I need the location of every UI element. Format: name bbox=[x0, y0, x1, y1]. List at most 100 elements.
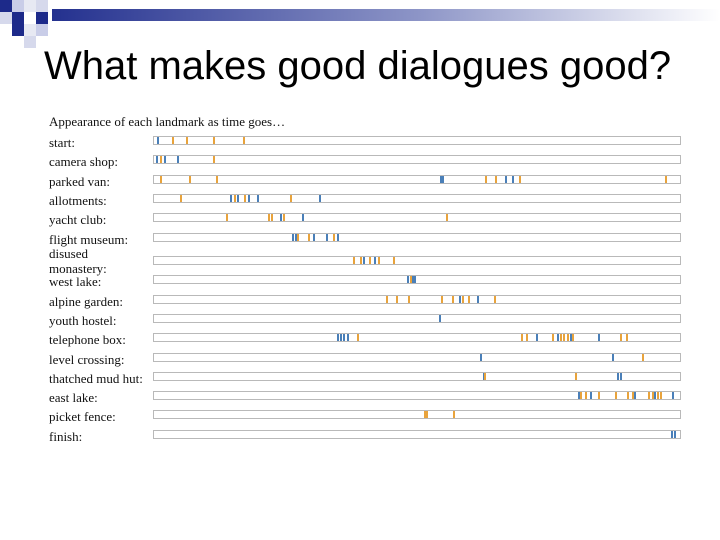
timeline-track-east-lake bbox=[153, 391, 681, 401]
appearance-tick bbox=[340, 334, 342, 342]
title-decoration bbox=[0, 0, 720, 48]
appearance-tick bbox=[452, 295, 454, 303]
appearance-tick bbox=[295, 233, 297, 241]
landmark-label-parked-van: parked van: bbox=[49, 173, 111, 189]
appearance-tick bbox=[660, 392, 662, 400]
appearance-tick bbox=[572, 334, 574, 342]
appearance-tick bbox=[627, 392, 629, 400]
appearance-tick bbox=[268, 214, 270, 222]
appearance-tick bbox=[585, 392, 587, 400]
appearance-tick bbox=[347, 334, 349, 342]
timeline-track-finish bbox=[153, 429, 681, 439]
appearance-tick bbox=[477, 295, 479, 303]
appearance-tick bbox=[319, 194, 321, 202]
appearance-tick bbox=[360, 256, 362, 264]
landmark-label-thatched-mud-hut: thatched mud hut: bbox=[49, 370, 143, 386]
appearance-tick bbox=[157, 137, 159, 144]
timeline-track-disused-monastery bbox=[153, 255, 681, 265]
landmark-label-alpine-garden: alpine garden: bbox=[49, 293, 123, 309]
figure-heading: Appearance of each landmark as time goes… bbox=[49, 114, 286, 129]
appearance-tick bbox=[357, 334, 359, 342]
appearance-tick bbox=[290, 194, 292, 202]
appearance-tick bbox=[620, 372, 622, 380]
appearance-tick bbox=[393, 256, 395, 264]
appearance-tick bbox=[396, 295, 398, 303]
appearance-tick bbox=[257, 194, 259, 202]
appearance-tick bbox=[237, 194, 239, 202]
timeline-track-flight-museum bbox=[153, 232, 681, 242]
appearance-tick bbox=[292, 233, 294, 241]
appearance-tick bbox=[213, 156, 215, 164]
appearance-tick bbox=[674, 430, 676, 438]
appearance-tick bbox=[459, 295, 461, 303]
appearance-tick bbox=[343, 334, 345, 342]
appearance-tick bbox=[671, 430, 673, 438]
appearance-tick bbox=[590, 392, 592, 400]
appearance-tick bbox=[557, 334, 559, 342]
appearance-tick bbox=[369, 256, 371, 264]
appearance-tick bbox=[410, 276, 412, 284]
landmark-label-line: monastery: bbox=[49, 260, 107, 276]
appearance-tick bbox=[495, 175, 497, 183]
timeline-track-camera-shop bbox=[153, 155, 681, 165]
appearance-tick bbox=[374, 256, 376, 264]
appearance-tick bbox=[156, 156, 158, 164]
appearance-tick bbox=[164, 156, 166, 164]
appearance-tick bbox=[326, 233, 328, 241]
appearance-tick bbox=[297, 233, 299, 241]
landmark-label-disused-monastery: disused monastery: bbox=[49, 246, 107, 276]
appearance-tick bbox=[453, 411, 455, 419]
appearance-tick bbox=[248, 194, 250, 202]
landmark-label-picket-fence: picket fence: bbox=[49, 409, 116, 425]
appearance-tick bbox=[386, 295, 388, 303]
appearance-tick bbox=[271, 214, 273, 222]
appearance-tick bbox=[612, 353, 614, 361]
landmark-label-camera-shop: camera shop: bbox=[49, 154, 118, 170]
landmark-label-yacht-club: yacht club: bbox=[49, 212, 107, 228]
appearance-tick bbox=[160, 175, 162, 183]
appearance-tick bbox=[302, 214, 304, 222]
appearance-tick bbox=[563, 334, 565, 342]
appearance-tick bbox=[243, 137, 245, 144]
appearance-tick bbox=[615, 392, 617, 400]
appearance-tick bbox=[407, 276, 409, 284]
appearance-tick bbox=[552, 334, 554, 342]
appearance-tick bbox=[363, 256, 365, 264]
appearance-tick bbox=[657, 392, 659, 400]
appearance-tick bbox=[177, 156, 179, 164]
timeline-track-telephone-box bbox=[153, 333, 681, 343]
timeline-track-start bbox=[153, 136, 681, 145]
timeline-track-thatched-mud-hut bbox=[153, 371, 681, 381]
landmark-label-level-crossing: level crossing: bbox=[49, 351, 125, 367]
appearance-tick bbox=[408, 295, 410, 303]
appearance-tick bbox=[652, 392, 654, 400]
landmark-label-youth-hostel: youth hostel: bbox=[49, 312, 117, 328]
appearance-tick bbox=[598, 392, 600, 400]
timeline-track-parked-van bbox=[153, 174, 681, 184]
appearance-tick bbox=[567, 334, 569, 342]
appearance-tick bbox=[439, 314, 441, 322]
landmark-label-start: start: bbox=[49, 135, 75, 150]
appearance-tick bbox=[494, 295, 496, 303]
appearance-tick bbox=[665, 175, 667, 183]
timeline-track-picket-fence bbox=[153, 410, 681, 420]
appearance-tick bbox=[617, 372, 619, 380]
appearance-tick bbox=[280, 214, 282, 222]
appearance-tick bbox=[441, 295, 443, 303]
slide-title: What makes good dialogues good? bbox=[44, 44, 672, 88]
appearance-tick bbox=[632, 392, 634, 400]
appearance-tick bbox=[578, 392, 580, 400]
appearance-tick bbox=[526, 334, 528, 342]
appearance-tick bbox=[672, 392, 674, 400]
appearance-tick bbox=[283, 214, 285, 222]
appearance-tick bbox=[230, 194, 232, 202]
appearance-tick bbox=[213, 137, 215, 144]
timeline-track-allotments bbox=[153, 193, 681, 203]
appearance-tick bbox=[485, 175, 487, 183]
appearance-tick bbox=[333, 233, 335, 241]
appearance-tick bbox=[620, 334, 622, 342]
landmark-label-telephone-box: telephone box: bbox=[49, 332, 126, 348]
appearance-tick bbox=[180, 194, 182, 202]
appearance-tick bbox=[575, 372, 577, 380]
